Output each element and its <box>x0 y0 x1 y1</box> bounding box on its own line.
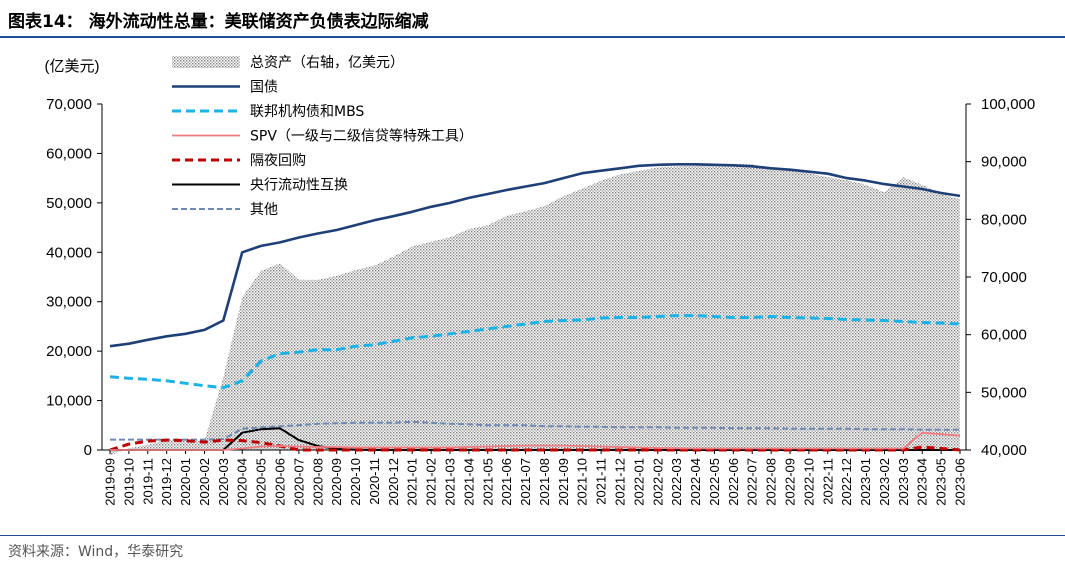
series-line <box>109 314 961 390</box>
x-tick-label: 2020-06 <box>273 458 288 506</box>
left-tick-label: 20,000 <box>46 343 92 360</box>
x-tick-label: 2022-08 <box>764 458 779 506</box>
legend-label: 国债 <box>250 80 278 96</box>
left-tick-label: 10,000 <box>46 393 92 410</box>
legend-label: 总资产（右轴，亿美元） <box>250 55 404 71</box>
legend-label: 隔夜回购 <box>250 153 306 169</box>
axes: 0 10,000 20,000 30,000 40,000 50,000 60,000 70,… <box>45 58 1036 506</box>
x-tick-label: 2019-09 <box>103 458 118 506</box>
x-tick-label: 2019-10 <box>121 458 136 506</box>
legend-label: 联邦机构债和MBS <box>250 104 364 120</box>
left-tick-label: 0 <box>84 442 92 459</box>
x-tick-label: 2021-06 <box>499 458 514 506</box>
x-tick-label: 2021-12 <box>613 458 628 506</box>
right-tick-label: 70,000 <box>981 269 1027 286</box>
x-tick-label: 2023-02 <box>877 458 892 506</box>
figure-title: 图表14： 海外流动性总量：美联储资产负债表边际缩减 <box>8 12 429 32</box>
series-line <box>109 163 961 348</box>
left-tick-label: 30,000 <box>46 294 92 311</box>
x-tick-label: 2022-04 <box>688 458 703 506</box>
right-tick-label: 80,000 <box>981 211 1027 228</box>
x-tick-label: 2023-05 <box>934 458 949 506</box>
x-tick-label: 2021-08 <box>537 458 552 506</box>
left-tick-label: 40,000 <box>46 244 92 261</box>
x-tick-label: 2022-05 <box>707 458 722 506</box>
x-tick-label: 2022-03 <box>669 458 684 506</box>
legend-label: 央行流动性互换 <box>250 177 348 194</box>
legend-label: SPV（一级与二级信贷等特殊工具） <box>250 128 473 145</box>
x-tick-label: 2021-11 <box>594 458 609 505</box>
x-tick-label: 2020-10 <box>348 458 363 506</box>
x-tick-label: 2020-08 <box>310 458 325 506</box>
x-tick-label: 2020-01 <box>178 458 193 506</box>
x-tick-label: 2021-10 <box>575 458 590 506</box>
total-assets-area-layer <box>110 164 960 456</box>
x-tick-label: 2021-03 <box>443 458 458 506</box>
series-line <box>110 431 961 451</box>
series-line <box>110 420 960 441</box>
series-line <box>110 427 960 451</box>
x-tick-label: 2023-03 <box>896 458 911 506</box>
x-tick-label: 2020-02 <box>197 458 212 506</box>
series-lines-layer <box>109 163 961 452</box>
x-tick-label: 2019-12 <box>159 458 174 506</box>
right-tick-label: 100,000 <box>981 96 1035 113</box>
series-total-assets-area <box>110 164 960 456</box>
x-tick-label: 2023-01 <box>858 458 873 506</box>
source-note: 资料来源：Wind，华泰研究 <box>8 544 184 560</box>
x-tick-label: 2021-01 <box>405 458 420 506</box>
legend-swatch-area <box>172 56 240 68</box>
x-tick-label: 2020-09 <box>329 458 344 506</box>
x-tick-label: 2022-09 <box>783 458 798 506</box>
x-tick-label: 2022-01 <box>631 458 646 506</box>
right-tick-label: 90,000 <box>981 154 1027 171</box>
x-tick-label: 2021-02 <box>424 458 439 506</box>
legend-label: 其他 <box>250 202 278 218</box>
x-tick-label: 2020-03 <box>216 458 231 506</box>
x-tick-label: 2021-07 <box>518 458 533 506</box>
left-tick-label: 60,000 <box>46 145 92 162</box>
right-tick-label: 60,000 <box>981 327 1027 344</box>
x-tick-label: 2022-11 <box>820 458 835 505</box>
x-tick-label: 2020-11 <box>367 458 382 505</box>
x-tick-label: 2022-06 <box>726 458 741 506</box>
x-tick-label: 2020-05 <box>254 458 269 506</box>
x-tick-label: 2020-07 <box>291 458 306 506</box>
x-tick-label: 2022-10 <box>801 458 816 506</box>
x-tick-label: 2022-02 <box>650 458 665 506</box>
title-divider <box>0 36 1065 38</box>
x-tick-label: 2022-07 <box>745 458 760 506</box>
x-tick-label: 2020-04 <box>235 458 250 506</box>
x-tick-label: 2022-12 <box>839 458 854 506</box>
left-axis-unit-label: (亿美元) <box>45 58 100 75</box>
x-tick-label: 2021-09 <box>556 458 571 506</box>
footer-divider <box>0 535 1065 536</box>
x-tick-label: 2023-06 <box>953 458 968 506</box>
x-tick-label: 2020-12 <box>386 458 401 506</box>
right-tick-label: 40,000 <box>981 442 1027 459</box>
x-tick-label: 2023-04 <box>915 458 930 506</box>
x-tick-label: 2021-04 <box>461 458 476 506</box>
left-tick-label: 70,000 <box>46 96 92 113</box>
series-line <box>109 438 961 452</box>
x-tick-label: 2021-05 <box>480 458 495 506</box>
x-tick-label: 2019-11 <box>140 458 155 505</box>
left-tick-label: 50,000 <box>46 195 92 212</box>
right-tick-label: 50,000 <box>981 384 1027 401</box>
